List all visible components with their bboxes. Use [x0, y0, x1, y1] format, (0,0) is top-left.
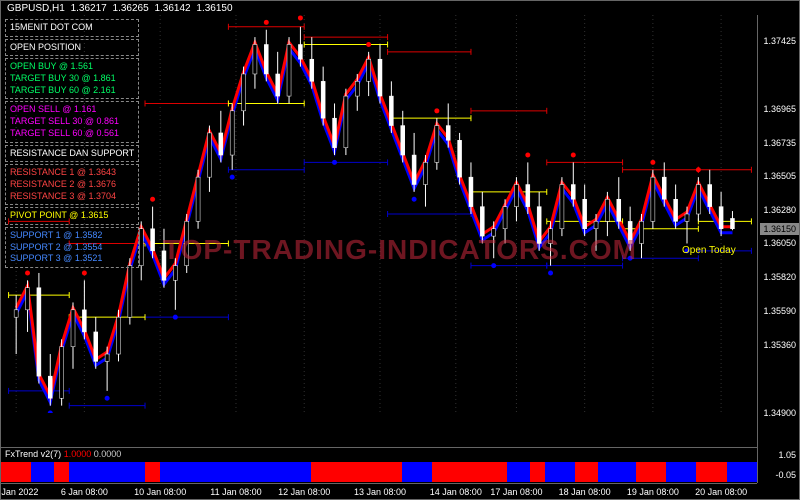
price-axis: 1.37425 1.36965 1.36735 1.36505 1.36280 1.360… [757, 15, 799, 449]
x-tick: 6 Jan 08:00 [61, 487, 108, 497]
indicator-bar [636, 462, 666, 482]
indicator-bars [1, 462, 757, 482]
indicator-bar [727, 462, 757, 482]
price-marker: 1.36150 [760, 223, 799, 235]
indicator-bar [696, 462, 726, 482]
y-tick: 1.37425 [763, 36, 796, 46]
indicator-label: FxTrend v2(7) 1.0000 0.0000 [5, 449, 121, 459]
trading-chart-window: GBPUSD,H1 1.36217 1.36265 1.36142 1.3615… [0, 0, 800, 500]
info-box: OPEN BUY @ 1.561TARGET BUY 30 @ 1.861TAR… [5, 58, 139, 99]
indicator-bar [31, 462, 54, 482]
info-line: SUPPORT 2 @ 1.3554 [10, 242, 134, 254]
info-box: SUPPORT 1 @ 1.3582SUPPORT 2 @ 1.3554SUPP… [5, 227, 139, 268]
info-line: TARGET SELL 60 @ 0.561 [10, 128, 134, 140]
indicator-bar [545, 462, 575, 482]
indicator-bar [54, 462, 69, 482]
y-tick: 1.35820 [763, 272, 796, 282]
price-high: 1.36265 [113, 3, 149, 14]
indicator-bar [666, 462, 696, 482]
indicator-bar [530, 462, 545, 482]
info-line: OPEN POSITION [10, 42, 134, 54]
x-tick: 5 Jan 2022 [0, 487, 38, 497]
info-line: RESISTANCE 2 @ 1.3676 [10, 179, 134, 191]
x-tick: 12 Jan 08:00 [278, 487, 330, 497]
x-tick: 17 Jan 08:00 [490, 487, 542, 497]
symbol-header: GBPUSD,H1 1.36217 1.36265 1.36142 1.3615… [7, 3, 236, 14]
indicator-bar [575, 462, 598, 482]
indicator-panel[interactable]: FxTrend v2(7) 1.0000 0.0000 [1, 447, 757, 483]
time-axis: 5 Jan 2022 6 Jan 08:00 10 Jan 08:00 11 Jan … [1, 483, 757, 499]
x-tick: 11 Jan 08:00 [210, 487, 261, 497]
price-open: 1.36217 [71, 3, 107, 14]
x-tick: 10 Jan 08:00 [134, 487, 186, 497]
info-line: SUPPORT 1 @ 1.3582 [10, 230, 134, 242]
info-box: 15MENIT DOT COM [5, 19, 139, 37]
info-line: RESISTANCE DAN SUPPORT [10, 148, 134, 160]
info-line: RESISTANCE 1 @ 1.3643 [10, 167, 134, 179]
info-box: OPEN POSITION [5, 39, 139, 57]
info-panel: 15MENIT DOT COM OPEN POSITION OPEN BUY @ 1… [5, 19, 139, 270]
indicator-bar [69, 462, 145, 482]
indicator-bar [1, 462, 31, 482]
price-low: 1.36142 [154, 3, 190, 14]
indicator-bar [432, 462, 508, 482]
info-box: RESISTANCE 1 @ 1.3643RESISTANCE 2 @ 1.36… [5, 164, 139, 205]
info-line: OPEN SELL @ 1.161 [10, 104, 134, 116]
y-tick: 1.36505 [763, 171, 796, 181]
symbol-name: GBPUSD,H1 [7, 3, 65, 14]
open-today-label: Open Today [682, 245, 736, 256]
indicator-bar [160, 462, 311, 482]
y-tick: 1.35590 [763, 306, 796, 316]
info-box: OPEN SELL @ 1.161TARGET SELL 30 @ 0.861T… [5, 101, 139, 142]
y-tick: 1.34900 [763, 408, 796, 418]
info-line: RESISTANCE 3 @ 1.3704 [10, 191, 134, 203]
info-line: TARGET BUY 30 @ 1.861 [10, 73, 134, 85]
x-tick: 18 Jan 08:00 [559, 487, 611, 497]
indicator-axis: 1.05 -0.05 [757, 447, 799, 483]
y-tick: 1.36965 [763, 104, 796, 114]
y-tick: 1.36050 [763, 238, 796, 248]
x-tick: 13 Jan 08:00 [354, 487, 406, 497]
x-tick: 19 Jan 08:00 [627, 487, 679, 497]
y-tick: 1.36735 [763, 138, 796, 148]
indicator-bar [507, 462, 530, 482]
info-line: TARGET SELL 30 @ 0.861 [10, 116, 134, 128]
x-tick: 20 Jan 08:00 [695, 487, 747, 497]
y-tick: 1.36280 [763, 205, 796, 215]
indicator-bar [598, 462, 636, 482]
y-tick: 1.35360 [763, 340, 796, 350]
info-box: RESISTANCE DAN SUPPORT [5, 145, 139, 163]
info-line: TARGET BUY 60 @ 2.161 [10, 85, 134, 97]
info-line: OPEN BUY @ 1.561 [10, 61, 134, 73]
indicator-bar [145, 462, 160, 482]
indicator-bar [311, 462, 402, 482]
info-box: PIVOT POINT @ 1.3615 [5, 207, 139, 225]
x-tick: 14 Jan 08:00 [430, 487, 482, 497]
ind-tick: -0.05 [775, 470, 796, 480]
indicator-bar [402, 462, 432, 482]
ind-tick: 1.05 [778, 450, 796, 460]
info-line: PIVOT POINT @ 1.3615 [10, 210, 134, 222]
info-line: 15MENIT DOT COM [10, 22, 134, 34]
info-line: SUPPORT 3 @ 1.3521 [10, 253, 134, 265]
price-close: 1.36150 [196, 3, 232, 14]
